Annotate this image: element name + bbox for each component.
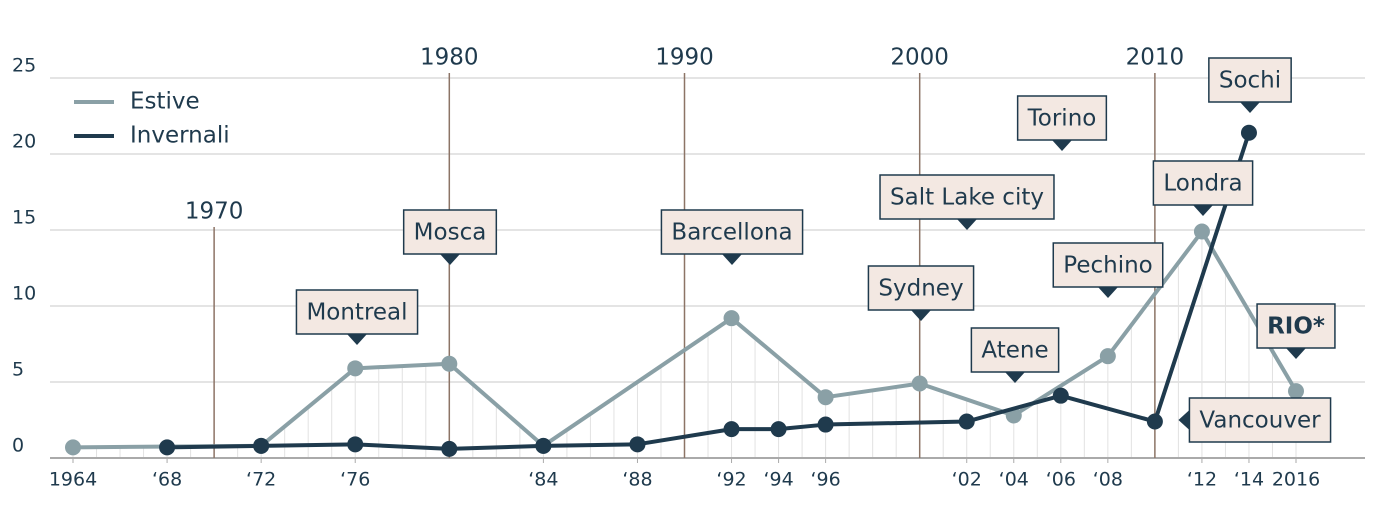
- annotation-box: [1152, 160, 1254, 206]
- annotation-pointer: [1005, 372, 1025, 383]
- x-tick-label: ‘88: [622, 469, 652, 491]
- annotation-box: [402, 209, 498, 255]
- x-tick-label: ‘02: [952, 469, 982, 491]
- annotation-pointer: [440, 254, 460, 265]
- legend-label: Invernali: [130, 123, 230, 149]
- point: [441, 355, 458, 372]
- x-tick-label: ‘94: [763, 469, 793, 491]
- annotation-box: [1052, 242, 1164, 288]
- annotation-label: Atene: [981, 338, 1048, 364]
- point: [159, 439, 176, 456]
- annotation-label: Barcellona: [671, 220, 792, 246]
- annotation-pointer: [957, 219, 977, 230]
- annotation-pointer: [722, 254, 742, 265]
- point: [65, 439, 81, 456]
- point: [817, 416, 834, 433]
- x-tick-label: ‘04: [999, 469, 1029, 491]
- annotation-box: [1016, 95, 1108, 141]
- point: [535, 437, 552, 454]
- decade-label: 1980: [420, 45, 479, 71]
- point: [1052, 387, 1069, 404]
- annotation-label: Pechino: [1063, 253, 1152, 279]
- point: [1146, 413, 1163, 430]
- x-tick-label: ‘84: [528, 469, 558, 491]
- point: [723, 421, 740, 438]
- annotation-pointer: [1098, 287, 1118, 298]
- annotation-box: [970, 327, 1060, 373]
- x-tick-label: ‘76: [340, 469, 370, 491]
- y-tick-label: 20: [12, 131, 36, 153]
- y-tick-label: 15: [12, 207, 36, 229]
- x-tick-label: ‘92: [716, 469, 746, 491]
- annotation-label: Torino: [1027, 106, 1097, 132]
- point: [347, 436, 364, 453]
- decade-label: 2010: [1126, 45, 1185, 71]
- x-tick-label: 1964: [49, 469, 97, 491]
- annotation-pointer: [1052, 140, 1072, 151]
- annotation-label: Montreal: [306, 300, 407, 326]
- annotation-label: Sochi: [1219, 68, 1281, 94]
- point: [723, 310, 740, 327]
- annotation-label: Salt Lake city: [890, 185, 1044, 211]
- point: [911, 375, 928, 392]
- annotation-box: [867, 265, 975, 311]
- x-tick-label: ‘68: [152, 469, 182, 491]
- annotation-label: Vancouver: [1199, 408, 1321, 434]
- y-tick-label: 10: [12, 283, 36, 305]
- annotation-pointer: [1193, 205, 1213, 216]
- x-tick-label: ‘12: [1187, 469, 1217, 491]
- point: [958, 413, 975, 430]
- annotation-box: [1208, 57, 1292, 103]
- point: [253, 437, 270, 454]
- point: [1288, 383, 1304, 400]
- x-tick-label: ‘72: [246, 469, 276, 491]
- x-tick-label: ‘06: [1046, 469, 1076, 491]
- decade-label: 1970: [185, 199, 244, 225]
- point: [347, 360, 364, 377]
- point: [1240, 124, 1257, 141]
- y-tick-label: 5: [12, 359, 24, 381]
- point: [441, 440, 458, 457]
- x-tick-label: ‘96: [811, 469, 841, 491]
- annotation-box: [879, 174, 1055, 220]
- point: [1099, 348, 1116, 365]
- annotation-label: RIO*: [1267, 314, 1325, 340]
- point: [1193, 223, 1210, 240]
- y-tick-label: 0: [12, 435, 24, 457]
- annotation-label: Londra: [1163, 171, 1242, 197]
- annotation-pointer: [911, 310, 931, 321]
- annotation-label: Mosca: [414, 220, 487, 246]
- decade-label: 2000: [890, 45, 949, 71]
- y-tick-label: 25: [12, 55, 36, 77]
- series-line: [72, 229, 1298, 450]
- decade-label: 1990: [655, 45, 714, 71]
- legend-label: Estive: [130, 89, 200, 115]
- point: [817, 389, 834, 406]
- annotation-pointer: [1286, 348, 1306, 359]
- x-tick-label: ‘14: [1234, 469, 1264, 491]
- x-tick-label: 2016: [1272, 469, 1320, 491]
- annotation-box: [295, 289, 419, 335]
- annotation-pointer: [347, 334, 367, 345]
- annotation-pointer: [1178, 410, 1190, 430]
- point: [629, 436, 646, 453]
- x-tick-label: ‘08: [1093, 469, 1123, 491]
- point: [770, 421, 787, 438]
- annotation-label: Sydney: [878, 276, 963, 302]
- annotation-pointer: [1240, 102, 1260, 113]
